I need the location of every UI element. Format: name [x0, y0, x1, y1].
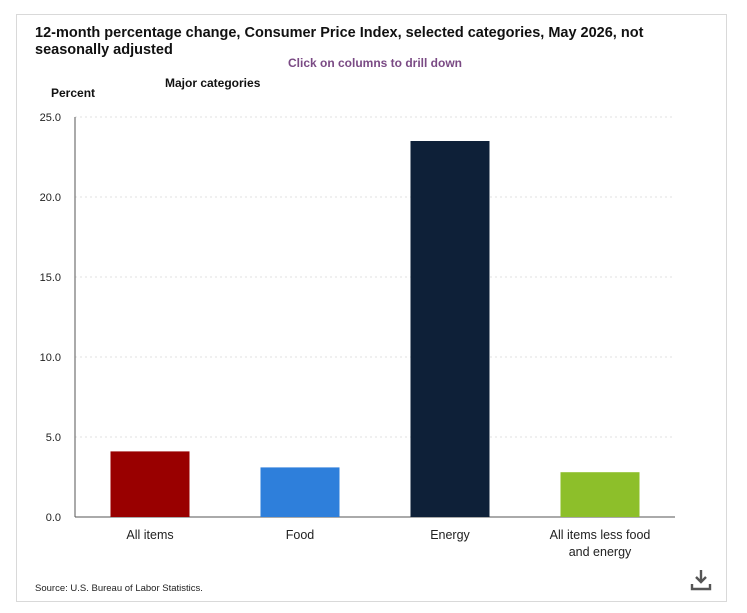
y-axis-label: Percent: [51, 86, 96, 100]
x-tick-label: Food: [286, 528, 315, 542]
y-tick-label: 10.0: [40, 352, 61, 364]
bar-all-items-less-food-and-energy[interactable]: [560, 472, 640, 517]
source-note: Source: U.S. Bureau of Labor Statistics.: [35, 583, 203, 594]
y-tick-label: 0.0: [46, 512, 61, 524]
download-icon[interactable]: [690, 568, 712, 592]
chart-title: 12-month percentage change, Consumer Pri…: [35, 25, 644, 58]
x-tick-label: All items less food and energy: [550, 528, 651, 559]
y-tick-label: 5.0: [46, 432, 61, 444]
y-tick-label: 20.0: [40, 192, 61, 204]
drill-down-hint: Click on columns to drill down: [287, 56, 462, 70]
y-tick-label: 25.0: [40, 112, 61, 124]
y-tick-label: 15.0: [40, 272, 61, 284]
bar-food[interactable]: [260, 467, 340, 517]
bar-energy[interactable]: [410, 141, 490, 517]
x-tick-label: All items: [126, 528, 173, 542]
x-tick-label: Energy: [430, 528, 470, 542]
bar-all-items[interactable]: [110, 451, 190, 517]
legend-title: Major categories: [165, 76, 261, 90]
